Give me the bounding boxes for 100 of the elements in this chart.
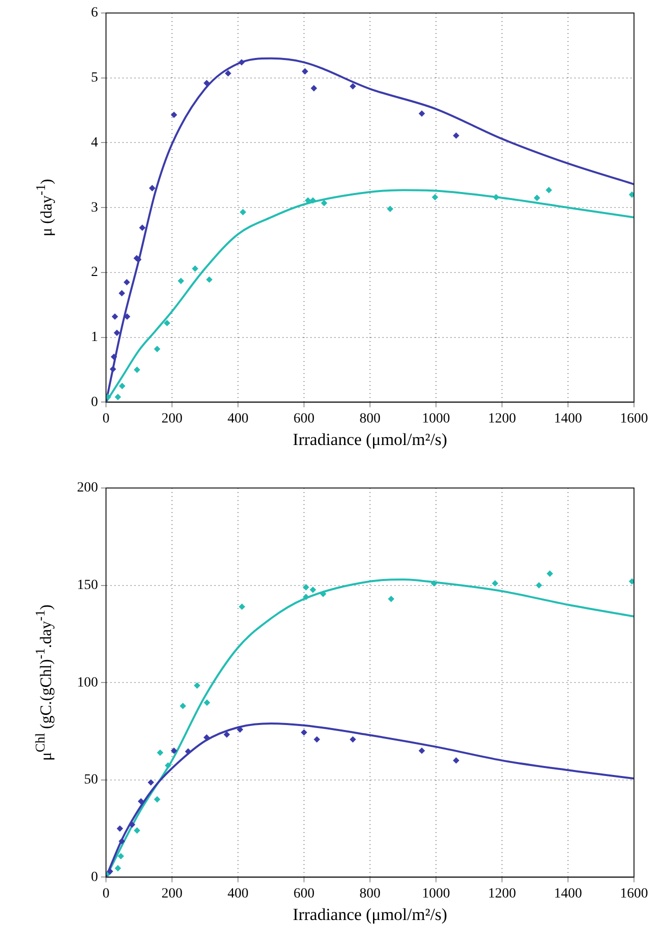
x-axis-title: Irradiance (μmol/m²/s) — [292, 430, 448, 450]
point — [204, 80, 210, 86]
point — [536, 582, 542, 588]
y-tick-label: 0 — [91, 870, 98, 885]
y-tick-label: 100 — [77, 675, 98, 690]
x-tick-label: 1400 — [554, 886, 582, 902]
point — [116, 826, 123, 832]
y-tick-label: 2 — [91, 265, 98, 280]
point — [629, 578, 634, 584]
point — [432, 194, 438, 200]
x-tick-label: 1600 — [620, 886, 648, 902]
point — [310, 197, 316, 204]
point — [534, 194, 540, 201]
x-axis-title: Irradiance (μmol/m²/s) — [292, 905, 448, 926]
point — [134, 827, 140, 834]
point — [302, 584, 309, 590]
x-tick-label: 0 — [102, 411, 110, 426]
point — [157, 750, 164, 756]
point — [224, 732, 230, 738]
point — [170, 748, 177, 754]
point — [238, 59, 245, 66]
point — [418, 110, 425, 117]
point — [387, 206, 394, 212]
point — [154, 796, 160, 802]
point — [546, 570, 553, 577]
point — [192, 266, 198, 272]
point — [453, 757, 460, 764]
point — [110, 354, 117, 360]
point — [225, 70, 232, 76]
point — [118, 853, 124, 860]
y-tick-label: 4 — [91, 135, 98, 150]
point — [431, 580, 438, 586]
point — [302, 68, 308, 74]
point — [240, 209, 246, 216]
y-tick-label: 50 — [84, 772, 98, 788]
point — [165, 762, 172, 768]
point — [138, 798, 144, 804]
y-tick-label: 5 — [91, 70, 98, 86]
point — [194, 682, 200, 689]
point — [453, 132, 460, 139]
point — [314, 736, 320, 742]
x-tick-label: 1000 — [422, 411, 450, 426]
point — [114, 865, 121, 872]
x-tick-label: 600 — [294, 886, 314, 902]
point — [310, 85, 317, 92]
line-series — [106, 57, 634, 402]
point — [204, 700, 210, 706]
x-tick-label: 800 — [360, 886, 380, 902]
x-tick-label: 400 — [228, 411, 248, 426]
line-series — [106, 189, 634, 402]
x-tick-label: 1000 — [422, 886, 450, 902]
point — [180, 702, 186, 709]
line-series — [106, 722, 634, 878]
point — [301, 729, 307, 736]
x-tick-label: 0 — [102, 886, 110, 902]
point — [321, 200, 328, 206]
y-tick-label: 6 — [91, 6, 98, 21]
point — [546, 187, 552, 194]
x-tick-label: 800 — [360, 411, 380, 426]
point — [388, 596, 394, 602]
point — [350, 736, 356, 742]
y-tick-label: 1 — [91, 330, 98, 346]
point — [118, 838, 125, 844]
point — [310, 586, 316, 593]
x-tick-label: 400 — [228, 886, 248, 902]
y-tick-label: 200 — [77, 480, 98, 496]
point — [238, 604, 245, 610]
point — [149, 185, 156, 192]
x-tick-label: 1200 — [488, 886, 516, 902]
point — [110, 366, 116, 372]
point — [114, 330, 120, 336]
point — [154, 346, 160, 352]
point — [114, 394, 121, 400]
point — [170, 112, 177, 118]
point — [119, 382, 126, 389]
point — [124, 279, 130, 286]
point — [112, 314, 118, 320]
y-tick-label: 3 — [91, 200, 98, 216]
x-tick-label: 600 — [294, 411, 314, 426]
x-tick-label: 1200 — [488, 411, 516, 426]
y-tick-label: 150 — [77, 578, 98, 593]
x-tick-label: 200 — [162, 411, 182, 426]
point — [148, 779, 154, 786]
point — [629, 192, 634, 198]
point — [418, 748, 425, 754]
point — [178, 278, 184, 284]
point — [106, 394, 111, 400]
point — [106, 868, 113, 874]
point — [118, 290, 125, 296]
point — [320, 590, 326, 597]
point — [134, 366, 140, 373]
x-tick-label: 1600 — [620, 411, 648, 426]
point — [206, 276, 212, 283]
y-tick-label: 0 — [91, 394, 98, 410]
point — [139, 224, 146, 231]
point — [350, 83, 356, 90]
point — [164, 320, 170, 326]
point — [302, 594, 309, 600]
x-tick-label: 200 — [162, 886, 182, 902]
point — [492, 580, 498, 586]
